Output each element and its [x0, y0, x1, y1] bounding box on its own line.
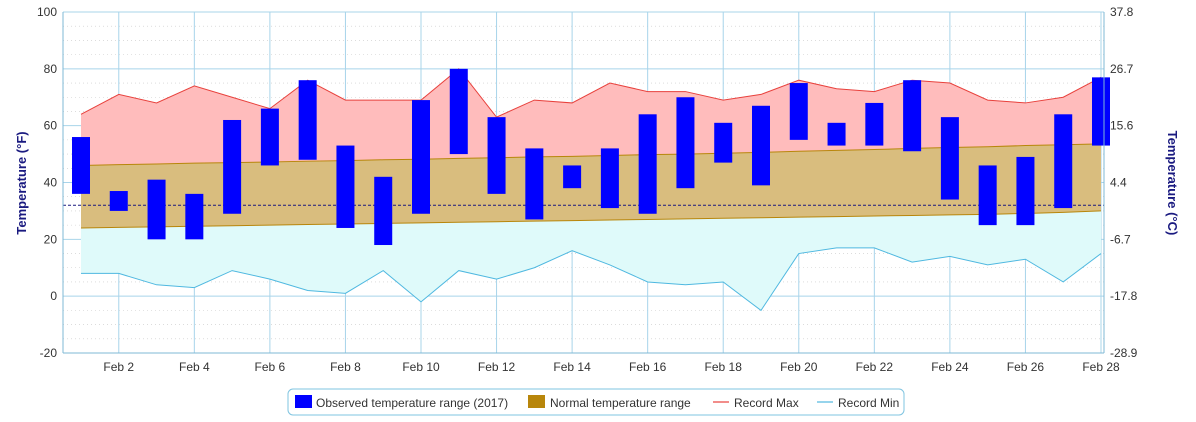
x-tick-label: Feb 8	[330, 360, 361, 374]
x-tick-label: Feb 16	[629, 360, 667, 374]
observed-range-bar	[147, 179, 166, 240]
observed-range-bar	[563, 165, 582, 189]
normal-low-line	[80, 210, 1102, 229]
x-tick-label: Feb 26	[1007, 360, 1045, 374]
observed-range-bar	[1054, 114, 1073, 209]
y-tick-label-right: -28.9	[1110, 346, 1138, 360]
x-tick-label: Feb 6	[255, 360, 286, 374]
x-tick-label: Feb 28	[1082, 360, 1120, 374]
normal-high-line	[80, 143, 1102, 166]
observed-range-bar	[676, 97, 695, 189]
x-tick-label: Feb 22	[856, 360, 894, 374]
observed-range-bar	[374, 176, 393, 246]
legend-item-observed[interactable]: Observed temperature range (2017)	[295, 395, 508, 410]
x-tick-label: Feb 24	[931, 360, 969, 374]
observed-range-bar	[72, 137, 90, 194]
observed-range-bar	[1092, 77, 1110, 146]
observed-range-bar	[638, 114, 657, 214]
x-tick-label: Feb 10	[402, 360, 440, 374]
y-tick-label-right: 15.6	[1110, 119, 1134, 133]
y-tick-label-right: 37.8	[1110, 5, 1134, 19]
observed-range-bar	[903, 80, 922, 152]
normal-range-layer	[80, 143, 1102, 229]
observed-range-bar	[298, 80, 317, 160]
y-tick-label-right: 26.7	[1110, 62, 1134, 76]
legend-label-normal: Normal temperature range	[550, 396, 691, 410]
observed-range-bar	[109, 191, 128, 211]
observed-range-bar	[223, 119, 242, 214]
y-tick-label-right: -6.7	[1110, 232, 1131, 246]
observed-range-bar	[449, 68, 468, 155]
normal-range-band	[81, 143, 1101, 228]
observed-bars-layer	[72, 68, 1110, 246]
observed-range-bar	[752, 105, 770, 186]
y-tick-label-left: 80	[44, 62, 58, 76]
record-max-line	[80, 68, 1102, 118]
y-tick-label-left: 40	[44, 176, 58, 190]
observed-range-bar	[1016, 156, 1035, 226]
x-tick-label: Feb 18	[705, 360, 743, 374]
observed-range-bar	[827, 122, 846, 146]
x-tick-label: Feb 12	[478, 360, 516, 374]
axes: -20 -28.9 0 -17.8 20 -6.7 40 4.4 60 15.6 80 26.7 100…	[37, 5, 1138, 374]
observed-range-bar	[940, 117, 959, 200]
y-tick-label-right: -17.8	[1110, 289, 1138, 303]
observed-range-bar	[260, 108, 279, 166]
legend-label-record-min: Record Min	[838, 396, 899, 410]
observed-range-bar	[487, 117, 506, 194]
record-min-fill	[81, 210, 1101, 311]
legend-label-record-max: Record Max	[734, 396, 799, 410]
y-tick-label-left: 20	[44, 232, 58, 246]
observed-range-bar	[789, 83, 808, 140]
legend-swatch-observed	[295, 395, 312, 408]
legend-item-record-min[interactable]: Record Min	[817, 396, 899, 410]
y-tick-label-left: -20	[40, 346, 58, 360]
observed-range-bar	[978, 165, 997, 226]
legend: Observed temperature range (2017) Normal…	[287, 388, 905, 416]
x-tick-label: Feb 4	[179, 360, 210, 374]
y-tick-label-right: 4.4	[1110, 176, 1127, 190]
record-max-fill-layer	[81, 68, 1101, 166]
y-axis-title-left: Temperature (°F)	[14, 131, 29, 234]
observed-range-bar	[525, 148, 544, 220]
observed-range-bar	[714, 122, 733, 163]
y-axis-title-right: Temperature (°C)	[1165, 131, 1180, 236]
y-tick-label-left: 100	[37, 5, 57, 19]
observed-range-bar	[336, 145, 355, 228]
observed-range-bar	[185, 193, 204, 240]
legend-label-observed: Observed temperature range (2017)	[316, 396, 508, 410]
legend-swatch-normal	[528, 395, 545, 408]
x-tick-label: Feb 14	[553, 360, 591, 374]
x-tick-label: Feb 20	[780, 360, 818, 374]
x-tick-label: Feb 2	[103, 360, 134, 374]
y-tick-label-left: 60	[44, 119, 58, 133]
y-tick-label-left: 0	[50, 289, 57, 303]
observed-range-bar	[600, 148, 619, 209]
legend-box	[287, 388, 905, 416]
record-max-fill	[81, 68, 1101, 166]
legend-item-record-max[interactable]: Record Max	[713, 396, 799, 410]
legend-item-normal[interactable]: Normal temperature range	[528, 395, 691, 410]
record-min-line	[81, 247, 1102, 312]
observed-range-bar	[865, 102, 884, 146]
record-min-fill-layer	[81, 210, 1101, 311]
observed-range-bar	[412, 100, 430, 214]
record-lines-layer	[80, 68, 1102, 312]
